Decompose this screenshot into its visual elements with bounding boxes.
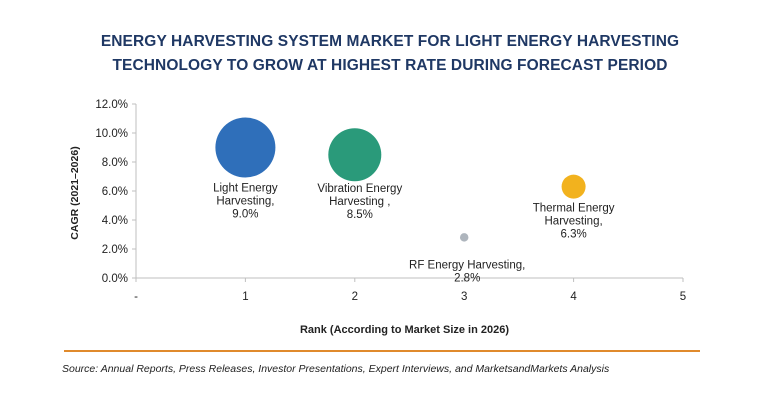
chart-title: ENERGY HARVESTING SYSTEM MARKET FOR LIGH… <box>0 30 780 78</box>
data-label-line: 6.3% <box>560 229 586 241</box>
data-label-line: Vibration Energy <box>317 183 402 195</box>
data-label-line: Harvesting, <box>216 196 274 208</box>
y-tick-label: 2.0% <box>102 244 128 256</box>
data-label-line: Harvesting , <box>329 196 390 208</box>
y-tick-label: 8.0% <box>102 157 128 169</box>
chart-title-line-1: ENERGY HARVESTING SYSTEM MARKET FOR LIGH… <box>100 33 680 50</box>
y-tick-label: 6.0% <box>102 186 128 198</box>
data-label-line: RF Energy Harvesting, <box>409 259 525 271</box>
x-tick-label: - <box>134 291 138 303</box>
data-label-rf-energy-harvesting: RF Energy Harvesting, 2.8% <box>409 259 525 284</box>
y-tick-label: 4.0% <box>102 215 128 227</box>
chart-data-labels: Light Energy Harvesting, 9.0%Vibration Ene… <box>213 183 615 285</box>
chart-axes: 0.0% 2.0% 4.0% 6.0% 8.0% 10.0% 12.0% - 1 2 3 4 5 Rank… <box>69 99 686 336</box>
data-label-line: Harvesting, <box>545 216 603 228</box>
x-tick-label: 3 <box>461 291 467 303</box>
bubble-thermal-energy-harvesting <box>561 174 586 199</box>
x-tick-label: 4 <box>570 291 577 303</box>
x-tick-label: 1 <box>242 291 248 303</box>
bubble-light-energy-harvesting <box>215 117 276 178</box>
data-label-vibration-energy-harvesting: Vibration Energy Harvesting , 8.5% <box>317 183 402 221</box>
chart-marks <box>215 117 586 242</box>
data-label-light-energy-harvesting: Light Energy Harvesting, 9.0% <box>213 183 278 221</box>
y-tick-label: 0.0% <box>102 273 128 285</box>
source-note: Source: Annual Reports, Press Releases, … <box>62 363 610 375</box>
data-label-thermal-energy-harvesting: Thermal Energy Harvesting, 6.3% <box>533 203 615 241</box>
chart-title-line-2: TECHNOLOGY TO GROW AT HIGHEST RATE DURIN… <box>112 57 668 74</box>
data-label-line: Light Energy <box>213 183 278 195</box>
y-tick-label: 10.0% <box>95 128 128 140</box>
data-label-line: 8.5% <box>347 209 373 221</box>
x-tick-label: 2 <box>352 291 358 303</box>
data-label-line: 2.8% <box>454 272 480 284</box>
y-axis-title: CAGR (2021–2026) <box>69 146 81 239</box>
source-divider <box>64 350 700 352</box>
bubble-rf-energy-harvesting <box>459 233 469 242</box>
y-tick-label: 12.0% <box>95 99 128 111</box>
bubble-vibration-energy-harvesting <box>328 128 382 182</box>
x-tick-label: 5 <box>680 291 686 303</box>
x-axis-title: Rank (According to Market Size in 2026) <box>300 324 509 336</box>
data-label-line: 9.0% <box>232 209 258 221</box>
data-label-line: Thermal Energy <box>533 203 615 215</box>
